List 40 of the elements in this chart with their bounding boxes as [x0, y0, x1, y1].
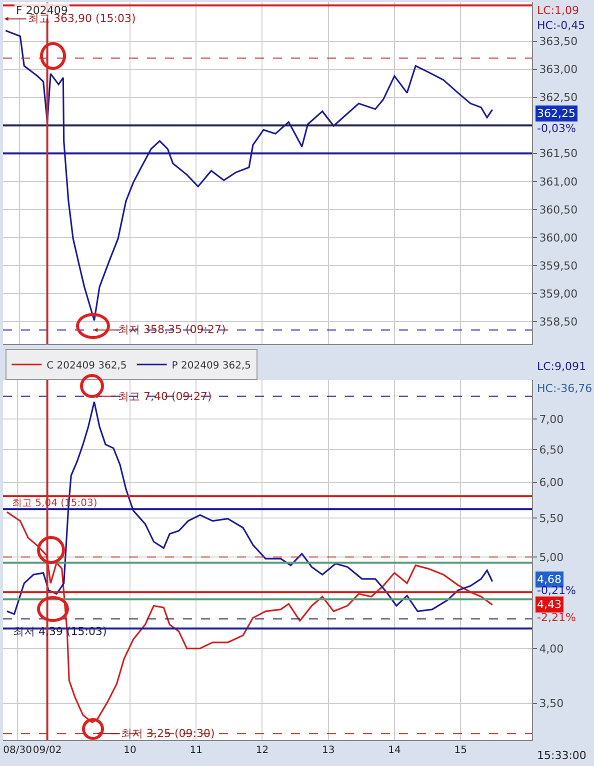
x-tick-label: 15: [454, 745, 467, 756]
text: HC:-36,76: [537, 382, 592, 395]
text: 362,25: [537, 107, 576, 120]
text: 15:33:00: [537, 749, 586, 762]
text: 4,68: [537, 573, 562, 586]
y-tick-label: 361,00: [539, 175, 578, 188]
y-tick-label: 360,00: [539, 231, 578, 244]
y-tick-label: 3,50: [539, 697, 564, 710]
text: 4,43: [537, 598, 562, 611]
text: LC:1,09: [537, 4, 580, 17]
y-tick-label: 361,50: [539, 147, 578, 160]
y-tick-label: 359,00: [539, 287, 578, 300]
x-tick-label: 14: [388, 745, 401, 756]
y-tick-label: 359,50: [539, 259, 578, 272]
y-tick-label: 358,50: [539, 315, 578, 328]
text: -0,21%: [537, 584, 576, 597]
x-tick-label: 11: [190, 745, 202, 756]
y-tick-label: 363,00: [539, 63, 578, 76]
x-tick-label: 08/30: [3, 745, 32, 756]
legend-label: P 202409 362,5: [172, 360, 252, 372]
annotation: 최저 358,35 (09:27): [118, 323, 226, 336]
y-tick-label: 360,50: [539, 203, 578, 216]
y-tick-label: 4,00: [539, 642, 564, 656]
x-tick-label: 12: [256, 745, 269, 756]
y-tick-label: 7,00: [539, 412, 564, 426]
x-tick-label: 10: [124, 745, 136, 756]
legend-label: C 202409 362,5: [46, 360, 127, 372]
text: -2,21%: [537, 611, 576, 624]
y-tick-label: 5,50: [539, 512, 564, 525]
y-tick-label: 5,00: [539, 550, 564, 564]
annotation: 최고 7,40 (09:27): [118, 390, 212, 403]
y-tick-label: 6,50: [539, 443, 564, 456]
text: HC:-0,45: [537, 19, 586, 32]
y-tick-label: 362,50: [539, 91, 578, 104]
x-tick-label: 13: [322, 745, 335, 756]
x-tick-label: 09/02: [32, 745, 62, 756]
y-tick-label: 6,00: [539, 476, 564, 490]
text: -0,03%: [537, 122, 576, 135]
text: LC:9,091: [537, 360, 586, 373]
y-tick-label: 363,50: [539, 35, 578, 48]
